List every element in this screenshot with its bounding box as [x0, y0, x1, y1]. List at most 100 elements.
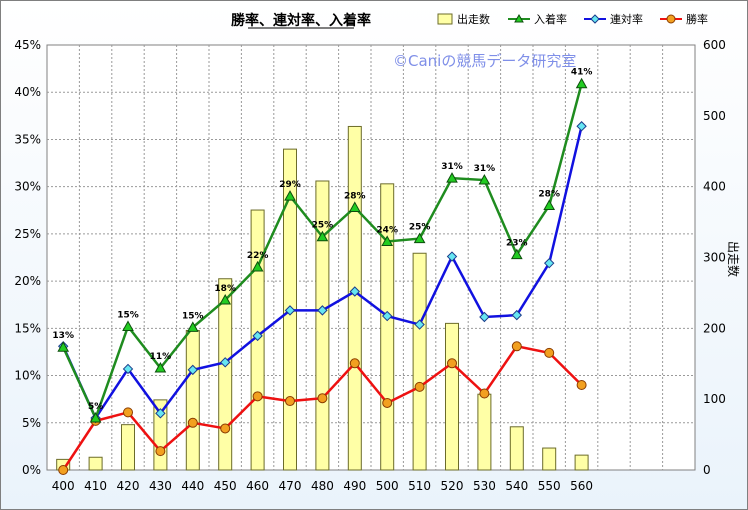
point [316, 230, 329, 242]
x-tick-label: 550 [538, 479, 561, 493]
point [544, 347, 555, 358]
point [317, 393, 328, 404]
data-label: 18% [214, 284, 236, 294]
point [284, 190, 296, 201]
point [413, 232, 426, 244]
x-tick-label: 400 [52, 479, 75, 493]
x-tick-label: 520 [441, 479, 464, 493]
point [89, 412, 102, 423]
point [576, 380, 587, 390]
x-tick-label: 430 [149, 479, 172, 493]
point [479, 388, 490, 399]
data-label: 11% [150, 352, 172, 362]
point [510, 248, 523, 260]
bar [412, 252, 427, 471]
data-label: 31% [441, 162, 463, 172]
y-left-tick-label: 25% [14, 227, 41, 241]
point [154, 361, 167, 373]
point [381, 235, 394, 246]
data-label: 13% [52, 331, 74, 341]
y-left-tick-label: 5% [22, 416, 41, 430]
bar [121, 424, 135, 471]
y-left-tick-label: 10% [14, 369, 41, 383]
y-left-tick-label: 35% [14, 132, 41, 146]
point [252, 330, 263, 342]
legend-label: 出走数 [457, 12, 490, 26]
point [220, 423, 231, 434]
point [219, 293, 232, 305]
y-right-tick-label: 500 [703, 109, 726, 123]
y-right-tick-label: 400 [703, 180, 726, 194]
x-tick-label: 460 [246, 479, 269, 493]
legend-marker [666, 14, 676, 24]
legend-swatch [437, 13, 453, 25]
bar [347, 125, 362, 471]
x-tick-label: 480 [311, 479, 334, 493]
legend-marker [590, 14, 600, 24]
point [252, 391, 263, 402]
point [543, 199, 556, 211]
point [349, 286, 361, 297]
data-label: 28% [344, 191, 366, 201]
legend-marker [514, 13, 524, 23]
point [219, 357, 231, 368]
point [511, 309, 523, 321]
data-label: 22% [247, 251, 269, 261]
y-left-tick-label: 20% [14, 274, 41, 288]
point [122, 320, 134, 331]
y-left-tick-label: 0% [22, 463, 41, 477]
point [57, 341, 70, 352]
data-label: 28% [538, 190, 560, 200]
y-right-tick-label: 100 [703, 392, 726, 406]
legend-label: 勝率 [686, 12, 708, 26]
point [348, 201, 361, 212]
bar [509, 426, 524, 471]
x-tick-label: 530 [473, 479, 496, 493]
bar [477, 393, 492, 471]
watermark: ©Caniの競馬データ研究室 [393, 52, 576, 70]
y-left-tick-label: 15% [14, 321, 41, 335]
point [576, 121, 587, 132]
data-label: 5% [88, 402, 103, 412]
x-tick-label: 440 [181, 479, 204, 493]
point [446, 251, 458, 262]
point [511, 341, 522, 352]
point [543, 257, 555, 269]
point [284, 305, 296, 316]
x-tick-label: 510 [408, 479, 431, 493]
point [155, 408, 166, 419]
bar [88, 456, 103, 471]
point [381, 310, 393, 322]
x-tick-label: 470 [279, 479, 302, 493]
y-left-tick-label: 40% [14, 85, 41, 99]
point [382, 397, 393, 408]
y-left-tick-label: 45% [14, 38, 41, 52]
point [317, 305, 328, 316]
point [414, 381, 425, 392]
point [187, 417, 198, 428]
legend-label: 連対率 [610, 12, 643, 26]
y-right-tick-label: 300 [703, 251, 726, 265]
x-tick-label: 540 [505, 479, 528, 493]
point [414, 319, 425, 330]
point [251, 260, 264, 272]
point [447, 358, 457, 369]
point [478, 174, 491, 185]
point [575, 77, 588, 89]
point [122, 363, 134, 375]
data-label: 15% [182, 311, 204, 321]
y-right-tick-label: 0 [703, 463, 711, 477]
bar [185, 329, 200, 471]
x-tick-label: 560 [570, 479, 593, 493]
x-tick-label: 450 [214, 479, 237, 493]
chart-title: 勝率、連対率、入着率 [231, 12, 371, 29]
x-tick-label: 420 [117, 479, 140, 493]
data-label: 23% [506, 239, 528, 249]
bar [218, 278, 233, 471]
point [187, 364, 199, 376]
data-label: 25% [409, 223, 431, 233]
point [285, 396, 295, 407]
y-right-axis-label: 出走数 [726, 241, 741, 277]
